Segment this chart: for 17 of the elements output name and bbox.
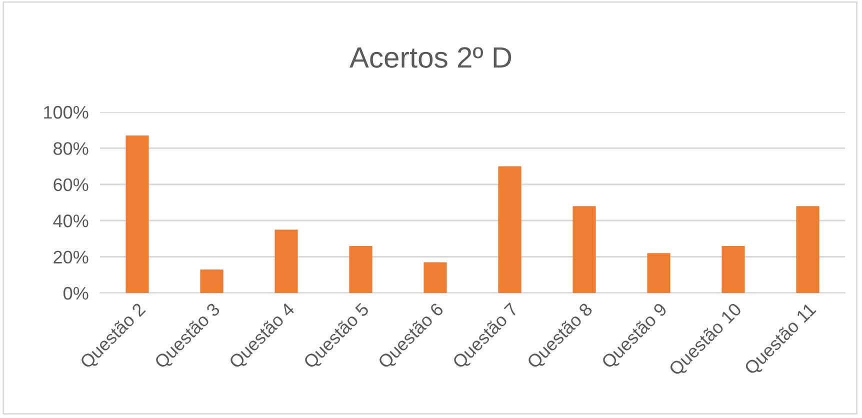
bar (498, 166, 522, 293)
bar (722, 246, 745, 293)
y-tick-label: 0% (64, 286, 88, 300)
bar (274, 230, 298, 293)
y-tick-label: 100% (44, 106, 88, 119)
bar (647, 253, 670, 293)
y-tick-label: 40% (53, 214, 88, 228)
bar (796, 206, 820, 293)
bar (126, 136, 149, 293)
chart-title: Acertos 2º D (350, 47, 512, 68)
y-tick-label: 60% (54, 178, 88, 192)
y-tick-label: 20% (54, 250, 88, 264)
bar (572, 206, 596, 293)
bar (424, 262, 447, 293)
y-tick-label: 80% (54, 142, 88, 155)
bar (349, 246, 372, 293)
bar (200, 269, 224, 293)
